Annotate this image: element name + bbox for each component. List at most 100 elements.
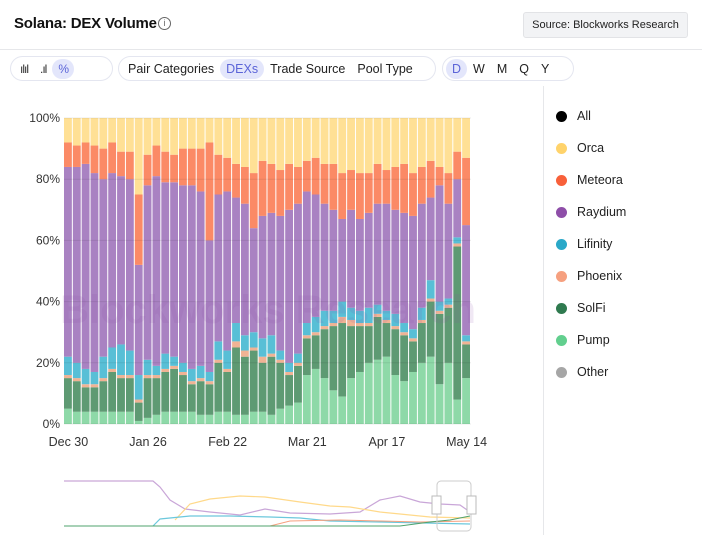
bar-pump[interactable]: [355, 371, 364, 424]
bar-phoenix[interactable]: [276, 359, 285, 363]
tab-dexs[interactable]: DEXs: [220, 58, 265, 79]
bar-phoenix[interactable]: [249, 347, 258, 351]
bar-orca[interactable]: [99, 118, 108, 149]
bar-pump[interactable]: [435, 384, 444, 424]
bar-lifinity[interactable]: [302, 323, 311, 336]
bar-solfi[interactable]: [187, 384, 196, 412]
bar-solfi[interactable]: [81, 387, 90, 412]
bar-meteora[interactable]: [125, 151, 134, 180]
bar-pump[interactable]: [302, 375, 311, 424]
legend-item-pump[interactable]: Pump: [556, 324, 626, 356]
bar-phoenix[interactable]: [426, 298, 435, 302]
tab-trade-source[interactable]: Trade Source: [270, 61, 346, 76]
bar-meteora[interactable]: [170, 154, 179, 183]
bar-phoenix[interactable]: [81, 384, 90, 388]
bar-meteora[interactable]: [382, 170, 391, 204]
bar-lifinity[interactable]: [426, 280, 435, 299]
bar-pump[interactable]: [187, 411, 196, 424]
bar-phoenix[interactable]: [444, 304, 453, 308]
bar-meteora[interactable]: [214, 154, 223, 195]
bar-phoenix[interactable]: [143, 375, 152, 379]
bar-pump[interactable]: [462, 378, 470, 424]
bar-orca[interactable]: [249, 118, 258, 174]
bar-solfi[interactable]: [72, 381, 81, 412]
bar-raydium[interactable]: [302, 191, 311, 324]
interval-y[interactable]: Y: [541, 61, 550, 76]
bar-pump[interactable]: [170, 411, 179, 424]
bar-phoenix[interactable]: [214, 359, 223, 363]
bar-solfi[interactable]: [64, 378, 72, 409]
bar-solfi[interactable]: [196, 381, 205, 415]
bar-meteora[interactable]: [161, 151, 170, 183]
bar-solfi[interactable]: [152, 378, 161, 415]
bar-lifinity[interactable]: [214, 341, 223, 360]
bar-solfi[interactable]: [355, 326, 364, 372]
bar-pump[interactable]: [267, 414, 276, 424]
bar-orca[interactable]: [347, 118, 355, 171]
bar-phoenix[interactable]: [453, 243, 462, 247]
bar-pump[interactable]: [99, 411, 108, 424]
bar-meteora[interactable]: [409, 173, 417, 216]
bar-lifinity[interactable]: [355, 310, 364, 324]
bar-lifinity[interactable]: [444, 298, 453, 305]
stacked-bar-icon[interactable]: .ıl: [40, 61, 47, 76]
bar-pump[interactable]: [276, 408, 285, 424]
bar-meteora[interactable]: [90, 145, 99, 174]
bar-orca[interactable]: [258, 118, 267, 161]
bar-meteora[interactable]: [99, 148, 108, 180]
bar-orca[interactable]: [267, 118, 276, 164]
bar-meteora[interactable]: [143, 154, 152, 186]
bar-meteora[interactable]: [258, 160, 267, 216]
bar-lifinity[interactable]: [125, 350, 134, 376]
bar-orca[interactable]: [179, 118, 187, 149]
bar-lifinity[interactable]: [417, 307, 426, 320]
bar-lifinity[interactable]: [409, 329, 417, 339]
interval-d[interactable]: D: [446, 58, 468, 79]
bar-meteora[interactable]: [444, 173, 453, 204]
bar-solfi[interactable]: [294, 365, 302, 403]
interval-q[interactable]: Q: [519, 61, 529, 76]
bar-phoenix[interactable]: [240, 350, 249, 357]
bar-orca[interactable]: [400, 118, 409, 164]
bar-orca[interactable]: [108, 118, 117, 143]
bar-phoenix[interactable]: [187, 381, 196, 385]
legend-item-orca[interactable]: Orca: [556, 132, 626, 164]
bar-raydium[interactable]: [196, 191, 205, 366]
bar-pump[interactable]: [382, 356, 391, 424]
bar-orca[interactable]: [373, 118, 382, 164]
bar-orca[interactable]: [329, 118, 338, 164]
bar-pump[interactable]: [400, 381, 409, 424]
bar-pump[interactable]: [347, 378, 355, 424]
bar-orca[interactable]: [205, 118, 214, 143]
bar-orca[interactable]: [435, 118, 444, 167]
bar-solfi[interactable]: [444, 307, 453, 363]
bar-lifinity[interactable]: [258, 338, 267, 357]
bar-meteora[interactable]: [152, 145, 161, 177]
bar-lifinity[interactable]: [364, 307, 373, 324]
bar-orca[interactable]: [187, 118, 196, 149]
bar-pump[interactable]: [249, 411, 258, 424]
bar-phoenix[interactable]: [435, 310, 444, 314]
bar-orca[interactable]: [311, 118, 320, 158]
bar-meteora[interactable]: [347, 170, 355, 210]
bar-raydium[interactable]: [294, 203, 302, 354]
bar-pump[interactable]: [258, 411, 267, 424]
bar-lifinity[interactable]: [179, 362, 187, 372]
bar-raydium[interactable]: [444, 203, 453, 299]
bar-lifinity[interactable]: [134, 375, 143, 400]
bar-phoenix[interactable]: [179, 371, 187, 376]
bar-meteora[interactable]: [426, 160, 435, 198]
bar-orca[interactable]: [382, 118, 391, 171]
bar-pump[interactable]: [90, 411, 99, 424]
bar-solfi[interactable]: [435, 313, 444, 385]
bar-solfi[interactable]: [258, 362, 267, 412]
bar-pump[interactable]: [453, 399, 462, 424]
bar-orca[interactable]: [196, 118, 205, 149]
bar-lifinity[interactable]: [285, 362, 294, 372]
bar-phoenix[interactable]: [355, 323, 364, 327]
bar-solfi[interactable]: [382, 323, 391, 357]
bar-solfi[interactable]: [240, 356, 249, 415]
bar-lifinity[interactable]: [311, 316, 320, 333]
bar-solfi[interactable]: [462, 344, 470, 379]
bar-pump[interactable]: [444, 362, 453, 424]
